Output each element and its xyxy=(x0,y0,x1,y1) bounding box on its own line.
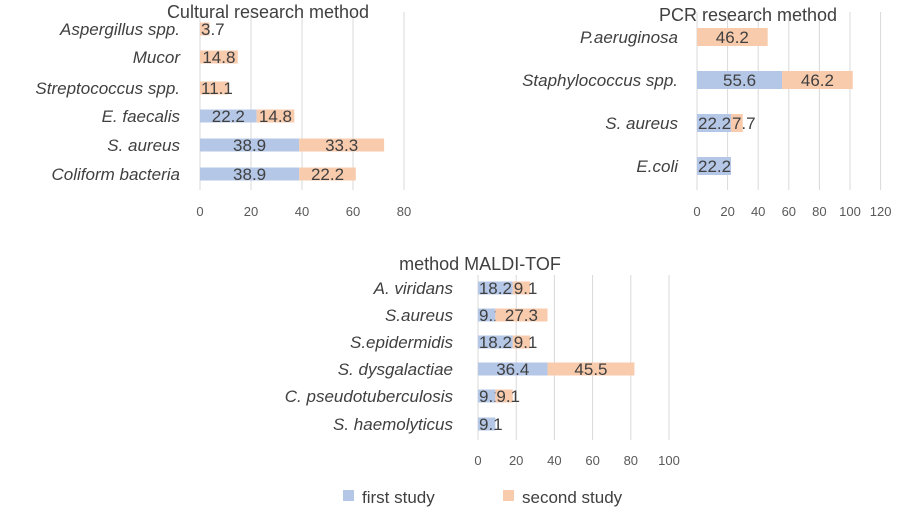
category-label-e-faecalis: E. faecalis xyxy=(102,107,181,126)
x-tick-label: 80 xyxy=(812,204,826,219)
category-label-p-aeruginosa: P.aeruginosa xyxy=(580,28,678,47)
bar-first-study-s-aureus xyxy=(200,138,300,152)
category-label-coliform-bacteria: Coliform bacteria xyxy=(52,165,181,184)
x-tick-label: 0 xyxy=(474,453,481,468)
bar-second-study-aspergillus-spp xyxy=(200,22,210,36)
data-label: 22.2 xyxy=(698,157,731,176)
data-label: 22.2 xyxy=(698,114,731,133)
data-label: 9.1 xyxy=(514,333,538,352)
bar-first-study-s-dysgalactiae xyxy=(478,362,548,376)
data-label: 22.2 xyxy=(311,165,344,184)
x-tick-label: 120 xyxy=(870,204,892,219)
bar-second-study-streptococcus-spp xyxy=(200,81,229,95)
data-label: 18.2 xyxy=(479,333,512,352)
bar-first-study-s-aureus xyxy=(478,308,496,322)
x-tick-label: 40 xyxy=(295,204,309,219)
bar-first-study-staphylococcus-spp xyxy=(697,71,783,89)
x-tick-label: 60 xyxy=(585,453,599,468)
data-label: 38.9 xyxy=(233,136,266,155)
bar-second-study-coliform-bacteria xyxy=(299,167,356,181)
category-label-staphylococcus-spp: Staphylococcus spp. xyxy=(522,71,678,90)
x-tick-label: 0 xyxy=(196,204,203,219)
legend-swatch-first-study xyxy=(343,490,354,501)
bar-second-study-s-aureus xyxy=(495,308,548,322)
x-tick-label: 20 xyxy=(720,204,734,219)
category-label-s-dysgalactiae: S. dysgalactiae xyxy=(338,360,453,379)
bar-first-study-e-coli xyxy=(697,157,731,175)
chart-title: PCR research method xyxy=(659,5,837,25)
legend: first study second study xyxy=(343,488,623,507)
data-label: 9.1 xyxy=(496,387,520,406)
category-label-aspergillus-spp: Aspergillus spp. xyxy=(59,20,180,39)
data-label: 14.8 xyxy=(259,107,292,126)
category-label-s-aureus: S.aureus xyxy=(385,306,454,325)
bar-second-study-p-aeruginosa xyxy=(697,28,768,46)
category-label-s-epidermidis: S.epidermidis xyxy=(350,333,453,352)
legend-swatch-second-study xyxy=(503,490,514,501)
bar-first-study-c-pseudotuberculosis xyxy=(478,389,496,403)
data-label: 7.7 xyxy=(732,114,756,133)
x-tick-label: 60 xyxy=(782,204,796,219)
x-tick-label: 20 xyxy=(244,204,258,219)
data-label: 45.5 xyxy=(574,360,607,379)
bar-second-study-s-aureus xyxy=(730,114,743,132)
bar-first-study-e-faecalis xyxy=(200,109,257,123)
bar-first-study-s-haemolyticus xyxy=(478,417,496,431)
bar-first-study-s-epidermidis xyxy=(478,335,513,349)
bar-second-study-a-viridans xyxy=(512,281,531,295)
x-tick-label: 40 xyxy=(751,204,765,219)
category-label-s-aureus: S. aureus xyxy=(107,136,180,155)
category-label-s-aureus: S. aureus xyxy=(605,114,678,133)
x-tick-label: 80 xyxy=(624,453,638,468)
category-label-streptococcus-spp: Streptococcus spp. xyxy=(35,79,180,98)
x-tick-label: 80 xyxy=(397,204,411,219)
data-label: 9.1 xyxy=(514,279,538,298)
bar-first-study-a-viridans xyxy=(478,281,513,295)
legend-label-second-study: second study xyxy=(522,488,623,507)
data-label: 36.4 xyxy=(496,360,529,379)
data-label: 3.7 xyxy=(201,20,225,39)
category-label-mucor: Mucor xyxy=(133,48,182,67)
x-tick-label: 0 xyxy=(693,204,700,219)
data-label: 18.2 xyxy=(479,279,512,298)
chart-title: method MALDI-TOF xyxy=(399,254,561,274)
x-tick-label: 20 xyxy=(509,453,523,468)
bar-second-study-staphylococcus-spp xyxy=(782,71,853,89)
category-label-c-pseudotuberculosis: C. pseudotuberculosis xyxy=(285,387,454,406)
category-label-e-coli: E.coli xyxy=(636,157,679,176)
data-label: 11.1 xyxy=(201,79,233,98)
bar-second-study-c-pseudotuberculosis xyxy=(495,389,513,403)
x-tick-label: 100 xyxy=(658,453,680,468)
bar-second-study-e-faecalis xyxy=(256,109,295,123)
bar-second-study-mucor xyxy=(200,50,238,64)
legend-label-first-study: first study xyxy=(362,488,435,507)
data-label: 46.2 xyxy=(716,28,749,47)
data-label: 33.3 xyxy=(325,136,358,155)
data-label: 9.1 xyxy=(479,415,503,434)
bar-second-study-s-aureus xyxy=(299,138,385,152)
bar-first-study-s-aureus xyxy=(697,114,731,132)
data-label: 55.6 xyxy=(723,71,756,90)
data-label: 46.2 xyxy=(801,71,834,90)
bar-second-study-s-dysgalactiae xyxy=(547,362,635,376)
bar-second-study-s-epidermidis xyxy=(512,335,531,349)
x-tick-label: 40 xyxy=(547,453,561,468)
data-label: 27.3 xyxy=(505,306,538,325)
category-label-s-haemolyticus: S. haemolyticus xyxy=(333,415,453,434)
data-label: 22.2 xyxy=(212,107,245,126)
category-label-a-viridans: A. viridans xyxy=(373,279,454,298)
x-tick-label: 100 xyxy=(839,204,861,219)
data-label: 38.9 xyxy=(233,165,266,184)
x-tick-label: 60 xyxy=(346,204,360,219)
bar-first-study-coliform-bacteria xyxy=(200,167,300,181)
chart-title: Cultural research method xyxy=(167,2,369,22)
data-label: 14.8 xyxy=(202,48,235,67)
